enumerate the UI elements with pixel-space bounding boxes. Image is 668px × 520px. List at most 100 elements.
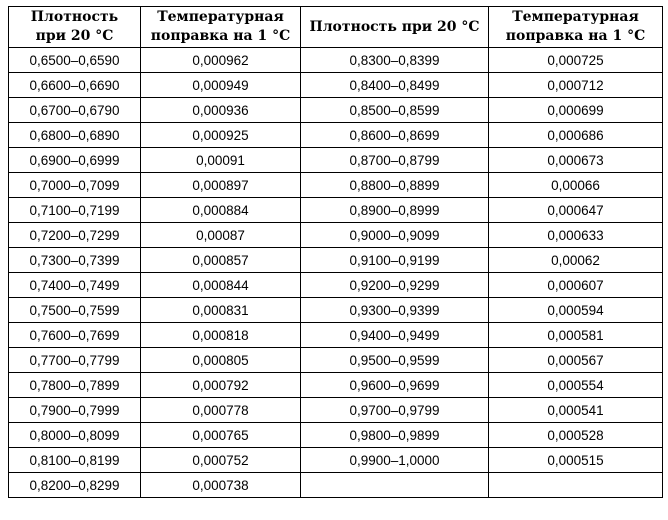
density-range-left: 0,8000–0,8099 <box>8 422 141 448</box>
density-range-right: 0,8800–0,8899 <box>300 172 489 198</box>
correction-value-right: 0,000633 <box>488 222 663 248</box>
header-correction-right: Температурная поправка на 1 °С <box>488 6 663 48</box>
density-range-right: 0,9300–0,9399 <box>300 297 489 323</box>
density-range-left: 0,8100–0,8199 <box>8 447 141 473</box>
correction-value-right: 0,000554 <box>488 372 663 398</box>
correction-value-left: 0,000831 <box>140 297 301 323</box>
header-row: Плотность при 20 °С Температурная поправ… <box>8 6 663 48</box>
header-correction-line2: поправка на 1 °С <box>505 28 646 44</box>
density-range-left: 0,7600–0,7699 <box>8 322 141 348</box>
correction-value-left: 0,00087 <box>140 222 301 248</box>
density-range-right: 0,9400–0,9499 <box>300 322 489 348</box>
density-range-right: 0,8700–0,8799 <box>300 147 489 173</box>
correction-value-right: 0,000699 <box>488 97 663 123</box>
header-correction-line1: Температурная <box>157 9 284 25</box>
density-range-right: 0,8500–0,8599 <box>300 97 489 123</box>
table-row: 0,8100–0,8199 0,000752 0,9900–1,0000 0,0005… <box>8 447 663 473</box>
table-row: 0,7600–0,7699 0,000818 0,9400–0,9499 0,0005… <box>8 322 663 348</box>
correction-value-left: 0,000949 <box>140 72 301 98</box>
density-range-left: 0,7700–0,7799 <box>8 347 141 373</box>
density-range-left: 0,6600–0,6690 <box>8 72 141 98</box>
density-range-right: 0,9500–0,9599 <box>300 347 489 373</box>
table-row: 0,7300–0,7399 0,000857 0,9100–0,9199 0,0006… <box>8 247 663 273</box>
density-range-left: 0,8200–0,8299 <box>8 472 141 498</box>
table-header: Плотность при 20 °С Температурная поправ… <box>8 6 663 48</box>
header-density-line2: при 20 °С <box>35 28 114 44</box>
density-range-left: 0,6900–0,6999 <box>8 147 141 173</box>
density-range-right: 0,9900–1,0000 <box>300 447 489 473</box>
correction-value-right: 0,000581 <box>488 322 663 348</box>
table-row: 0,7100–0,7199 0,000884 0,8900–0,8999 0,0006… <box>8 197 663 223</box>
correction-value-right: 0,000515 <box>488 447 663 473</box>
header-correction-line2: поправка на 1 °С <box>150 28 291 44</box>
density-range-right: 0,9000–0,9099 <box>300 222 489 248</box>
correction-value-left: 0,000844 <box>140 272 301 298</box>
correction-value-right: 0,000567 <box>488 347 663 373</box>
correction-value-left: 0,000792 <box>140 372 301 398</box>
correction-value-left: 0,000936 <box>140 97 301 123</box>
density-range-left: 0,7000–0,7099 <box>8 172 141 198</box>
correction-value-right: 0,000712 <box>488 72 663 98</box>
table-row: 0,6900–0,6999 0,00091 0,8700–0,8799 0,00067… <box>8 147 663 173</box>
header-correction-line1: Температурная <box>512 9 639 25</box>
table-row: 0,8200–0,8299 0,000738 <box>8 472 663 498</box>
correction-value-right: 0,000541 <box>488 397 663 423</box>
header-density-left: Плотность при 20 °С <box>8 6 141 48</box>
correction-value-right: 0,00062 <box>488 247 663 273</box>
table-row: 0,6700–0,6790 0,000936 0,8500–0,8599 0,0006… <box>8 97 663 123</box>
density-range-right: 0,9100–0,9199 <box>300 247 489 273</box>
header-correction-left: Температурная поправка на 1 °С <box>140 6 301 48</box>
density-range-right: 0,9700–0,9799 <box>300 397 489 423</box>
correction-value-left: 0,00091 <box>140 147 301 173</box>
correction-value-right <box>488 472 663 498</box>
header-density-line1: Плотность <box>30 9 119 25</box>
correction-value-left: 0,000765 <box>140 422 301 448</box>
density-range-right <box>300 472 489 498</box>
table-row: 0,6800–0,6890 0,000925 0,8600–0,8699 0,0006… <box>8 122 663 148</box>
correction-value-left: 0,000818 <box>140 322 301 348</box>
density-range-left: 0,7400–0,7499 <box>8 272 141 298</box>
table-row: 0,7700–0,7799 0,000805 0,9500–0,9599 0,0005… <box>8 347 663 373</box>
header-density-right: Плотность при 20 °С <box>300 6 489 48</box>
correction-value-left: 0,000805 <box>140 347 301 373</box>
table-row: 0,6500–0,6590 0,000962 0,8300–0,8399 0,0007… <box>8 47 663 73</box>
correction-value-right: 0,000725 <box>488 47 663 73</box>
density-range-left: 0,6800–0,6890 <box>8 122 141 148</box>
density-range-left: 0,7200–0,7299 <box>8 222 141 248</box>
density-range-left: 0,7900–0,7999 <box>8 397 141 423</box>
density-range-right: 0,8300–0,8399 <box>300 47 489 73</box>
correction-value-right: 0,000673 <box>488 147 663 173</box>
table-body: 0,6500–0,6590 0,000962 0,8300–0,8399 0,0007… <box>8 47 663 498</box>
header-density-single: Плотность при 20 °С <box>309 18 480 35</box>
correction-value-left: 0,000857 <box>140 247 301 273</box>
table-row: 0,8000–0,8099 0,000765 0,9800–0,9899 0,0005… <box>8 422 663 448</box>
density-range-left: 0,7800–0,7899 <box>8 372 141 398</box>
correction-value-right: 0,000594 <box>488 297 663 323</box>
table-row: 0,7800–0,7899 0,000792 0,9600–0,9699 0,0005… <box>8 372 663 398</box>
table-row: 0,7900–0,7999 0,000778 0,9700–0,9799 0,0005… <box>8 397 663 423</box>
density-correction-table: Плотность при 20 °С Температурная поправ… <box>8 6 663 498</box>
correction-value-left: 0,000925 <box>140 122 301 148</box>
density-range-right: 0,9200–0,9299 <box>300 272 489 298</box>
density-range-left: 0,7100–0,7199 <box>8 197 141 223</box>
density-range-left: 0,7500–0,7599 <box>8 297 141 323</box>
correction-value-left: 0,000897 <box>140 172 301 198</box>
correction-value-left: 0,000962 <box>140 47 301 73</box>
correction-value-left: 0,000778 <box>140 397 301 423</box>
correction-value-left: 0,000884 <box>140 197 301 223</box>
table-row: 0,7200–0,7299 0,00087 0,9000–0,9099 0,00063… <box>8 222 663 248</box>
correction-value-right: 0,000686 <box>488 122 663 148</box>
table-row: 0,7500–0,7599 0,000831 0,9300–0,9399 0,0005… <box>8 297 663 323</box>
correction-value-left: 0,000752 <box>140 447 301 473</box>
density-range-right: 0,9600–0,9699 <box>300 372 489 398</box>
correction-value-left: 0,000738 <box>140 472 301 498</box>
table-row: 0,7400–0,7499 0,000844 0,9200–0,9299 0,0006… <box>8 272 663 298</box>
table-row: 0,7000–0,7099 0,000897 0,8800–0,8899 0,0006… <box>8 172 663 198</box>
table-row: 0,6600–0,6690 0,000949 0,8400–0,8499 0,0007… <box>8 72 663 98</box>
correction-value-right: 0,000528 <box>488 422 663 448</box>
density-range-left: 0,6700–0,6790 <box>8 97 141 123</box>
density-range-right: 0,8900–0,8999 <box>300 197 489 223</box>
correction-value-right: 0,00066 <box>488 172 663 198</box>
density-range-right: 0,8600–0,8699 <box>300 122 489 148</box>
density-range-left: 0,6500–0,6590 <box>8 47 141 73</box>
